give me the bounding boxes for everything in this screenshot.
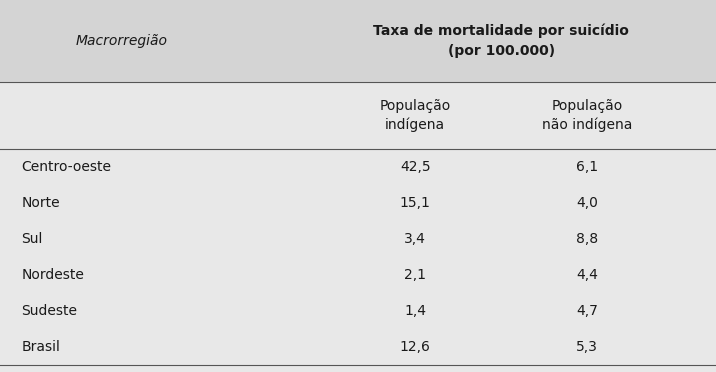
Text: Taxa de mortalidade por suicídio
(por 100.000): Taxa de mortalidade por suicídio (por 10… bbox=[373, 24, 629, 58]
Text: Nordeste: Nordeste bbox=[21, 268, 84, 282]
Bar bbox=[0, 185, 716, 221]
Text: 3,4: 3,4 bbox=[405, 232, 426, 246]
Bar bbox=[0, 149, 716, 185]
Text: População
indígena: População indígena bbox=[379, 99, 451, 132]
Text: 4,4: 4,4 bbox=[576, 268, 598, 282]
Bar bbox=[0, 221, 716, 257]
Text: 8,8: 8,8 bbox=[576, 232, 598, 246]
Bar bbox=[0, 0, 716, 82]
Text: Brasil: Brasil bbox=[21, 340, 60, 353]
Text: 6,1: 6,1 bbox=[576, 160, 598, 174]
Text: População
não indígena: População não indígena bbox=[542, 99, 632, 132]
Bar bbox=[0, 82, 716, 149]
Bar bbox=[0, 328, 716, 365]
Text: 2,1: 2,1 bbox=[405, 268, 426, 282]
Text: Sul: Sul bbox=[21, 232, 43, 246]
Text: Macrorregião: Macrorregião bbox=[76, 34, 168, 48]
Text: 15,1: 15,1 bbox=[400, 196, 431, 210]
Text: 5,3: 5,3 bbox=[576, 340, 598, 353]
Bar bbox=[0, 257, 716, 293]
Text: 4,7: 4,7 bbox=[576, 304, 598, 318]
Text: 12,6: 12,6 bbox=[400, 340, 431, 353]
Text: Norte: Norte bbox=[21, 196, 60, 210]
Text: 1,4: 1,4 bbox=[405, 304, 426, 318]
Text: Sudeste: Sudeste bbox=[21, 304, 77, 318]
Text: 42,5: 42,5 bbox=[400, 160, 430, 174]
Bar bbox=[0, 293, 716, 328]
Text: 4,0: 4,0 bbox=[576, 196, 598, 210]
Text: Centro-oeste: Centro-oeste bbox=[21, 160, 112, 174]
